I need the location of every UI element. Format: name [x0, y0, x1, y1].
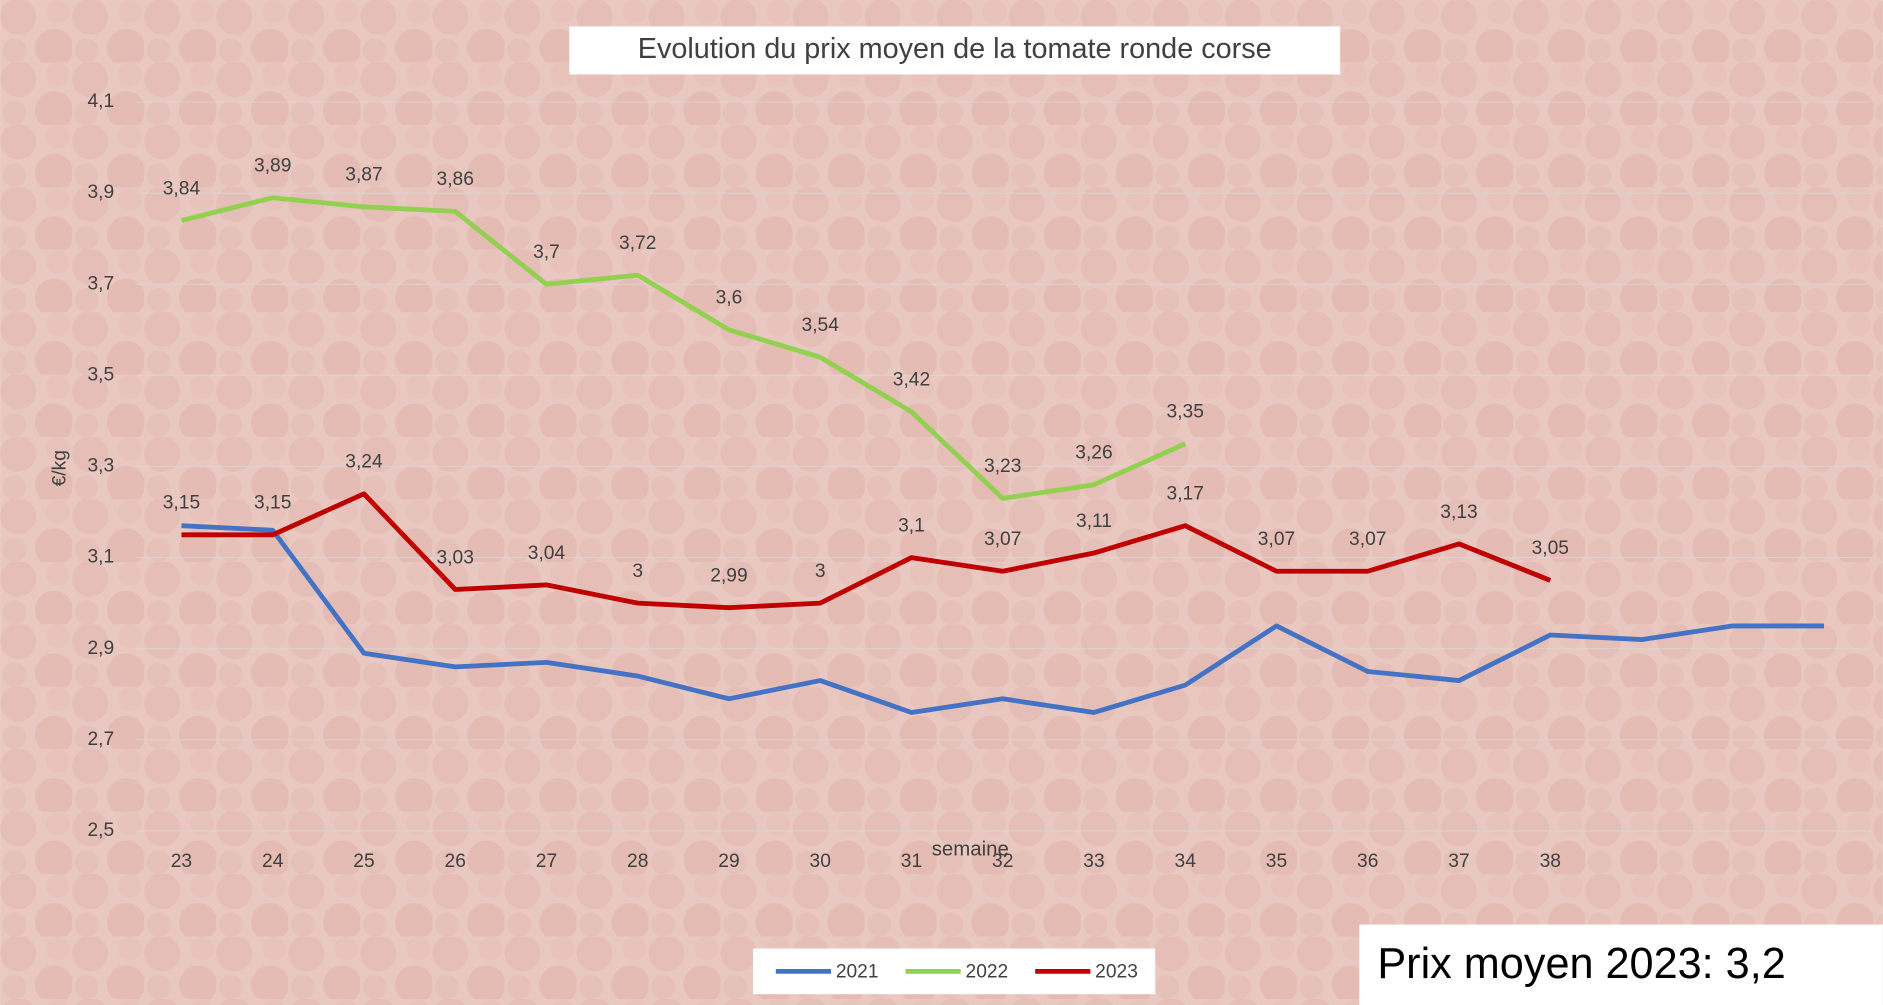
x-tick-label: 34	[1175, 851, 1197, 872]
y-tick-label: 4,1	[88, 91, 115, 112]
legend-label: 2022	[966, 962, 1009, 983]
data-label: 3	[632, 561, 643, 582]
x-tick-label: 27	[536, 851, 557, 872]
x-tick-label: 26	[445, 851, 466, 872]
data-label: 3,26	[1075, 443, 1112, 464]
data-label: 3,89	[254, 156, 291, 177]
x-tick-label: 29	[718, 851, 739, 872]
data-label: 3,11	[1076, 511, 1112, 532]
x-tick-label: 25	[353, 851, 374, 872]
data-label: 3,6	[716, 288, 743, 309]
x-tick-label: 28	[627, 851, 648, 872]
y-tick-label: 2,9	[88, 638, 115, 659]
data-label: 3,03	[437, 547, 474, 568]
y-tick-label: 3,5	[88, 364, 115, 385]
x-tick-label: 36	[1357, 851, 1378, 872]
x-tick-label: 30	[810, 851, 831, 872]
x-tick-label: 33	[1083, 851, 1104, 872]
x-tick-label: 24	[262, 851, 284, 872]
data-label: 3,42	[893, 370, 930, 391]
legend-label: 2023	[1095, 962, 1138, 983]
data-label: 3,54	[802, 315, 840, 336]
data-label: 3,1	[898, 515, 925, 536]
x-tick-label: 31	[901, 851, 922, 872]
chart-title: Evolution du prix moyen de la tomate ron…	[638, 33, 1272, 65]
data-label: 3,35	[1167, 402, 1204, 423]
y-tick-label: 2,5	[88, 820, 115, 841]
data-label: 3,24	[345, 452, 383, 473]
note-box	[1359, 924, 1883, 1005]
data-label: 3,07	[1258, 529, 1295, 550]
y-tick-label: 3,7	[88, 273, 115, 294]
data-label: 3,84	[163, 178, 201, 199]
x-tick-label: 32	[992, 851, 1013, 872]
data-label: 3,23	[984, 456, 1021, 477]
series-line	[180, 195, 1187, 501]
x-tick-label: 35	[1266, 851, 1287, 872]
legend-label: 2021	[836, 962, 879, 983]
x-tick-label: 23	[171, 851, 192, 872]
y-axis-label: €/kg	[49, 450, 70, 486]
data-label: 3,86	[437, 169, 474, 190]
data-label: 3,07	[984, 529, 1021, 550]
data-label: 3,04	[528, 543, 566, 564]
data-label: 3,15	[163, 493, 200, 514]
data-label: 3,07	[1349, 529, 1386, 550]
data-label: 3,72	[619, 233, 656, 254]
x-axis-label: semaine	[932, 838, 1009, 860]
y-tick-label: 2,7	[88, 729, 115, 750]
data-label: 3,05	[1532, 538, 1569, 559]
data-label: 2,99	[710, 566, 747, 587]
series-line	[181, 523, 1825, 715]
y-tick-label: 3,3	[88, 456, 115, 477]
data-label: 3,17	[1167, 484, 1204, 505]
y-tick-label: 3,9	[88, 182, 115, 203]
data-label: 3,13	[1440, 502, 1477, 523]
data-label: 3,7	[533, 242, 560, 263]
x-tick-label: 37	[1448, 851, 1469, 872]
note: Prix moyen 2023: 3,2	[1377, 940, 1785, 988]
data-label: 3	[815, 561, 826, 582]
series-line	[181, 491, 1552, 611]
data-label: 3,15	[254, 493, 291, 514]
title-box	[569, 26, 1341, 75]
data-label: 3,87	[345, 165, 382, 186]
y-tick-label: 3,1	[88, 547, 115, 568]
x-tick-label: 38	[1540, 851, 1561, 872]
